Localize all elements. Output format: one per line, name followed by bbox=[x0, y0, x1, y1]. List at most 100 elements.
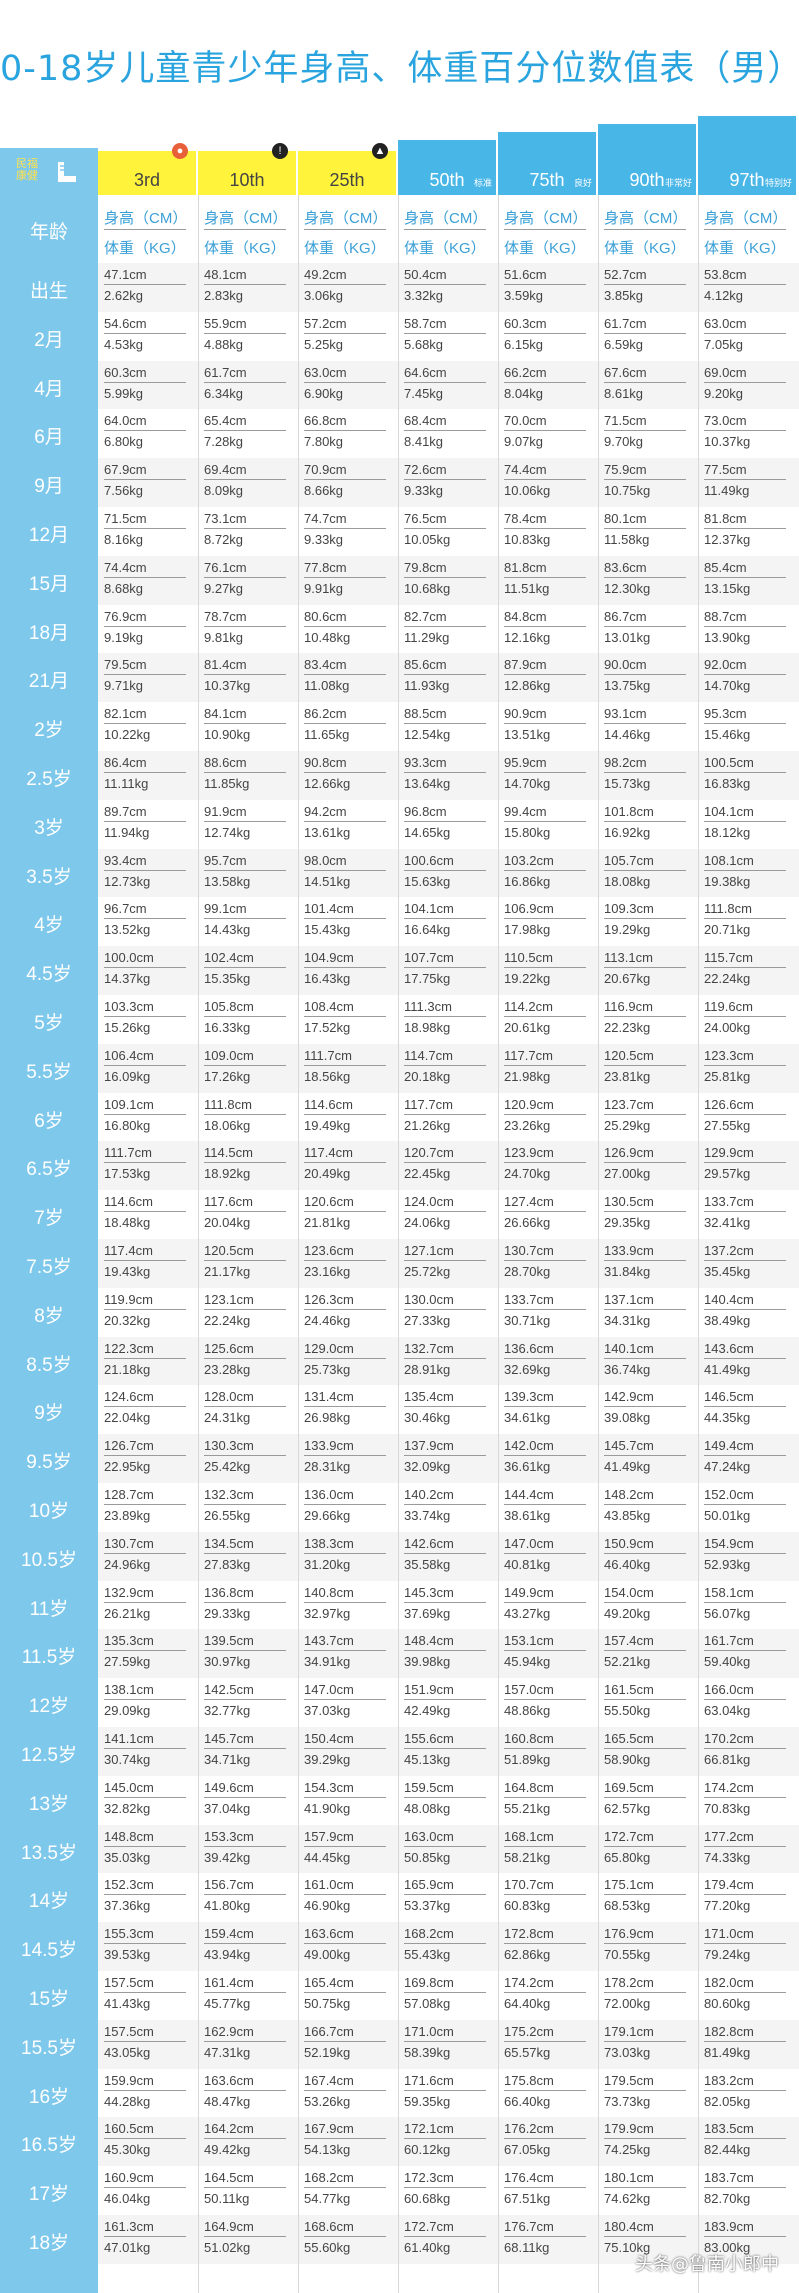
value-cell: 127.1cm 25.72kg bbox=[398, 1239, 496, 1288]
column-divider bbox=[698, 195, 699, 2293]
height-value: 158.1cm bbox=[704, 1584, 754, 1600]
divider bbox=[304, 1992, 386, 1993]
height-value: 109.3cm bbox=[604, 901, 654, 917]
divider bbox=[304, 576, 386, 578]
value-cell: 183.9cm 83.00kg bbox=[698, 2215, 796, 2264]
divider bbox=[704, 674, 786, 676]
divider bbox=[404, 1845, 486, 1847]
divider bbox=[704, 528, 786, 529]
weight-value: 7.05kg bbox=[704, 336, 744, 352]
height-value: 171.6cm bbox=[404, 2072, 454, 2088]
height-value: 54.6cm bbox=[104, 315, 147, 331]
height-value: 141.1cm bbox=[104, 1731, 154, 1746]
table-row bbox=[98, 1092, 799, 1142]
weight-value: 24.31kg bbox=[204, 1410, 251, 1426]
weight-value: 41.49kg bbox=[704, 1361, 751, 1377]
height-value: 111.7cm bbox=[304, 1047, 352, 1063]
percentile-header-4: 75th 良好 bbox=[498, 132, 596, 195]
height-value: 154.0cm bbox=[604, 1584, 654, 1600]
column-divider bbox=[498, 195, 499, 2293]
height-value: 88.6cm bbox=[204, 755, 247, 770]
weight-value: 32.41kg bbox=[704, 1215, 751, 1231]
divider bbox=[504, 1748, 586, 1749]
height-value: 98.0cm bbox=[304, 852, 347, 868]
value-cell: 114.6cm 18.48kg bbox=[98, 1190, 196, 1239]
weight-value: 14.65kg bbox=[404, 824, 451, 840]
weight-value: 11.58kg bbox=[604, 532, 650, 547]
age-label: 7.5岁 bbox=[26, 1257, 72, 1278]
value-cell: 120.9cm 23.26kg bbox=[498, 1093, 596, 1142]
value-cell: 139.3cm 34.61kg bbox=[498, 1385, 596, 1434]
height-value: 69.0cm bbox=[704, 364, 747, 380]
divider bbox=[504, 1504, 586, 1505]
weight-value: 22.23kg bbox=[604, 1020, 651, 1035]
age-label: 15.5岁 bbox=[21, 2037, 77, 2059]
height-value: 105.7cm bbox=[604, 852, 654, 868]
height-value: 172.3cm bbox=[404, 2170, 454, 2186]
unit-weight-label: 体重（KG） bbox=[404, 240, 486, 257]
height-value: 114.7cm bbox=[404, 1047, 453, 1063]
weight-value: 21.17kg bbox=[204, 1264, 251, 1279]
height-value: 67.9cm bbox=[104, 462, 147, 478]
height-value: 166.7cm bbox=[304, 2023, 354, 2039]
height-value: 149.6cm bbox=[204, 1779, 254, 1795]
column-divider bbox=[298, 195, 299, 2293]
divider bbox=[704, 869, 786, 871]
unit-weight-label: 体重（KG） bbox=[504, 240, 586, 257]
weight-value: 5.25kg bbox=[304, 336, 344, 352]
weight-value: 47.31kg bbox=[204, 2044, 251, 2060]
height-value: 133.7cm bbox=[504, 1291, 554, 1307]
divider bbox=[104, 1601, 186, 1603]
height-value: 174.2cm bbox=[504, 1975, 554, 1990]
height-value: 124.6cm bbox=[104, 1389, 154, 1405]
value-cell: 143.6cm 41.49kg bbox=[698, 1337, 796, 1386]
height-value: 133.9cm bbox=[604, 1243, 654, 1258]
weight-value: 15.46kg bbox=[704, 727, 751, 743]
weight-value: 80.60kg bbox=[704, 1996, 751, 2011]
value-cell: 158.1cm 56.07kg bbox=[698, 1581, 796, 1630]
column-divider bbox=[398, 195, 399, 2293]
weight-value: 19.29kg bbox=[604, 922, 651, 938]
divider bbox=[404, 1357, 486, 1359]
value-cell: 133.7cm 32.41kg bbox=[698, 1190, 796, 1239]
divider bbox=[604, 1357, 686, 1359]
weight-value: 30.74kg bbox=[104, 1752, 151, 1767]
value-cell: 174.2cm 64.40kg bbox=[498, 1971, 596, 2020]
weight-value: 32.82kg bbox=[104, 1800, 151, 1816]
weight-value: 51.02kg bbox=[204, 2240, 251, 2255]
weight-value: 12.66kg bbox=[304, 776, 351, 791]
divider bbox=[304, 1845, 386, 1847]
height-value: 132.7cm bbox=[404, 1340, 454, 1356]
divider bbox=[204, 674, 286, 676]
height-value: 86.7cm bbox=[604, 608, 647, 624]
weight-value: 19.49kg bbox=[304, 1117, 351, 1133]
unit-weight-label: 体重（KG） bbox=[204, 240, 286, 257]
height-value: 164.5cm bbox=[204, 2170, 254, 2186]
value-cell: 171.0cm 58.39kg bbox=[398, 2020, 496, 2069]
height-value: 145.0cm bbox=[104, 1779, 154, 1795]
weight-value: 37.04kg bbox=[204, 1800, 251, 1816]
divider bbox=[204, 284, 286, 285]
value-cell: 117.4cm 19.43kg bbox=[98, 1239, 196, 1288]
weight-value: 7.45kg bbox=[404, 385, 444, 401]
height-value: 160.8cm bbox=[504, 1731, 554, 1746]
weight-value: 58.90kg bbox=[604, 1752, 651, 1767]
value-cell: 130.7cm 24.96kg bbox=[98, 1532, 196, 1581]
height-value: 70.0cm bbox=[504, 413, 547, 429]
weight-value: 47.01kg bbox=[104, 2240, 151, 2255]
value-cell: 74.4cm 10.06kg bbox=[498, 458, 596, 507]
height-value: 136.8cm bbox=[204, 1584, 254, 1600]
divider bbox=[604, 2187, 686, 2189]
height-value: 138.1cm bbox=[104, 1682, 154, 1698]
height-value: 81.8cm bbox=[704, 511, 747, 526]
value-cell: 145.7cm 41.49kg bbox=[598, 1434, 696, 1483]
value-cell: 144.4cm 38.61kg bbox=[498, 1483, 596, 1532]
weight-value: 25.81kg bbox=[704, 1068, 751, 1084]
height-value: 171.0cm bbox=[404, 2023, 454, 2039]
unit-height-label: 身高（CM） bbox=[704, 210, 788, 227]
height-value: 145.7cm bbox=[204, 1731, 254, 1746]
divider bbox=[304, 1113, 386, 1115]
weight-value: 35.03kg bbox=[104, 1849, 151, 1865]
weight-value: 27.55kg bbox=[704, 1117, 751, 1133]
divider bbox=[304, 2187, 386, 2189]
